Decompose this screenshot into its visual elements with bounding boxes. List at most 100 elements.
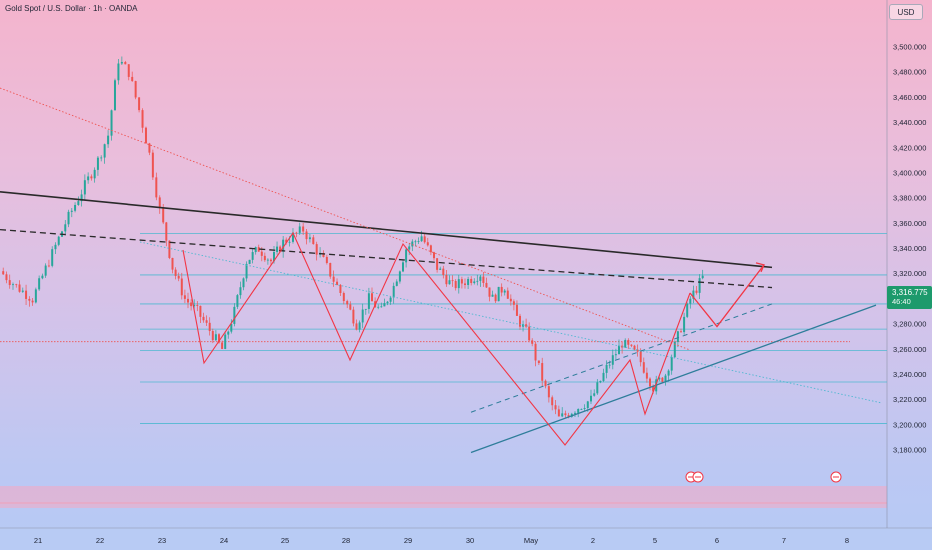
x-tick-label: 30: [466, 536, 474, 545]
candle-body: [467, 278, 470, 285]
candle-body: [190, 302, 193, 307]
candle-body: [80, 194, 83, 202]
candle-body: [141, 110, 144, 128]
candle-body: [308, 237, 311, 240]
zigzag-pattern-line[interactable]: [182, 231, 691, 446]
candle-body: [177, 275, 180, 279]
candle-body: [15, 284, 18, 286]
candle-body: [605, 364, 608, 373]
candle-body: [110, 110, 113, 136]
candle-body: [485, 282, 488, 288]
candle-body: [701, 275, 704, 279]
y-tick-label: 3,280.000: [893, 320, 926, 329]
candle-body: [305, 231, 308, 240]
candle-body: [531, 340, 534, 344]
currency-badge[interactable]: USD: [889, 4, 923, 20]
candle-body: [339, 284, 342, 294]
candle-body: [202, 316, 205, 321]
candle-body: [528, 326, 531, 341]
candle-body: [491, 294, 494, 297]
candle-body: [254, 247, 257, 253]
candle-body: [263, 255, 266, 261]
y-tick-label: 3,340.000: [893, 244, 926, 253]
candle-body: [64, 224, 67, 232]
candle-body: [151, 152, 154, 178]
event-marker-icon[interactable]: [692, 471, 704, 483]
candle-body: [503, 290, 506, 293]
candle-body: [352, 309, 355, 324]
candle-body: [38, 278, 41, 290]
candle-body: [386, 301, 389, 304]
candle-body: [417, 241, 420, 242]
descending-resistance-trendline[interactable]: [0, 191, 773, 269]
y-tick-label: 3,460.000: [893, 93, 926, 102]
x-tick-label: 25: [281, 536, 289, 545]
ascending-support-trendline[interactable]: [470, 304, 877, 454]
x-tick-label: 24: [220, 536, 228, 545]
candle-body: [144, 127, 147, 144]
candle-body: [239, 287, 242, 296]
candle-body: [454, 280, 457, 289]
x-tick-label: 5: [653, 536, 657, 545]
projection-path[interactable]: [689, 264, 765, 328]
candle-body: [233, 306, 236, 324]
dotted-channel-trendline[interactable]: [139, 241, 883, 404]
candle-body: [41, 275, 44, 279]
candle-body: [599, 380, 602, 383]
candle-body: [649, 378, 651, 387]
candle-body: [183, 295, 186, 299]
candle-body: [34, 289, 37, 303]
candle-body: [451, 280, 454, 282]
candle-body: [332, 276, 335, 282]
candle-body: [577, 408, 580, 413]
x-tick-label: 29: [404, 536, 412, 545]
candle-body: [138, 97, 141, 111]
event-marker-icon[interactable]: [830, 471, 842, 483]
last-price-tag: 3,316.775 46:40: [887, 286, 932, 309]
candle-body: [288, 241, 291, 243]
candle-body: [211, 330, 214, 341]
candle-body: [131, 76, 134, 82]
candle-body: [448, 280, 451, 285]
candle-body: [557, 409, 560, 417]
candle-body: [180, 278, 183, 296]
candle-body: [276, 246, 279, 252]
candle-body: [124, 61, 127, 65]
candle-body: [389, 297, 392, 302]
candle-body: [509, 298, 512, 302]
candle-body: [127, 64, 130, 77]
candle-body: [667, 370, 670, 376]
candle-body: [395, 281, 398, 286]
candle-body: [442, 268, 445, 275]
candle-body: [100, 157, 103, 159]
candle-body: [464, 283, 466, 285]
candle-body: [460, 279, 463, 284]
x-tick-label: 7: [782, 536, 786, 545]
candle-body: [636, 349, 639, 352]
candle-body: [367, 293, 370, 309]
candle-body: [168, 240, 171, 258]
candle-body: [680, 331, 682, 333]
dashed-support-trendline[interactable]: [470, 303, 773, 413]
candle-body: [158, 197, 161, 209]
candle-body: [346, 301, 349, 305]
dotted-descending-trendline[interactable]: [0, 87, 691, 351]
candle-body: [361, 309, 364, 323]
candle-body: [698, 278, 701, 293]
candle-body: [537, 360, 540, 364]
candle-body: [482, 276, 485, 283]
candle-body: [488, 287, 491, 297]
candle-body: [315, 244, 318, 255]
candle-body: [74, 204, 77, 211]
dashed-resistance-trendline[interactable]: [0, 228, 773, 289]
candle-body: [325, 256, 328, 263]
candle-body: [602, 372, 605, 381]
candle-body: [134, 81, 137, 98]
y-tick-label: 3,440.000: [893, 118, 926, 127]
candle-body: [251, 252, 254, 260]
x-tick-label: 8: [845, 536, 849, 545]
candle-body: [355, 323, 358, 330]
candle-body: [683, 316, 686, 333]
